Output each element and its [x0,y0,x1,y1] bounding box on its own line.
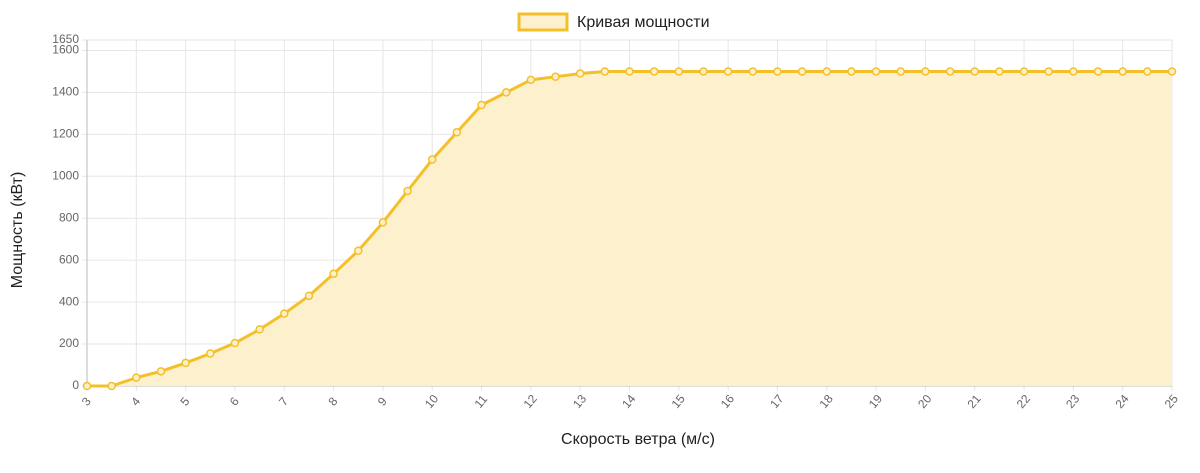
x-tick-label: 20 [915,392,935,411]
legend-swatch [517,12,569,32]
point [255,325,264,334]
point [1069,67,1078,76]
x-tick-label: 14 [619,392,639,411]
point [551,72,560,81]
point [797,67,807,76]
area [87,71,1172,387]
x-tick-label: 23 [1063,392,1083,411]
point [1118,67,1127,76]
point [921,67,930,76]
y-tick-label: 1400 [52,85,79,99]
x-tick-label: 4 [128,394,143,408]
point [871,67,881,76]
y-tick-label: 0 [72,378,79,392]
x-tick-label: 22 [1014,392,1034,411]
point [1044,67,1053,76]
x-tick-label: 3 [79,394,94,408]
point [403,186,412,196]
x-tick-label: 5 [177,394,192,408]
x-tick-label: 21 [964,392,984,411]
point [452,128,462,137]
point [723,67,733,76]
x-tick-label: 9 [375,394,390,408]
x-tick-label: 15 [669,392,689,411]
point [1019,67,1029,76]
y-tick-label: 200 [59,336,79,350]
x-tick-label: 8 [325,394,340,408]
x-tick-label: 24 [1112,392,1132,411]
point [1143,67,1152,76]
point [206,349,215,358]
point [649,67,659,76]
y-tick-label: 1200 [52,127,79,141]
point [575,69,585,78]
point [132,373,141,382]
point [82,381,92,391]
point [995,67,1004,76]
y-tick-label: 800 [59,210,79,224]
point [773,67,782,76]
point [181,358,190,368]
point [674,67,684,76]
point [699,67,708,76]
point [748,67,758,76]
point [847,67,856,76]
point [280,309,289,318]
x-tick-label: 12 [521,392,541,411]
y-axis-title: Мощность (кВт) [9,172,26,289]
point [427,155,437,164]
point [945,67,955,76]
x-tick-label: 13 [570,392,590,411]
y-tick-label: 1000 [52,168,79,182]
point [896,67,905,76]
point [1093,67,1103,76]
point [625,67,634,76]
point [354,246,363,255]
point [600,67,610,76]
x-tick-label: 6 [227,394,242,408]
x-tick-label: 19 [866,392,886,411]
x-tick-label: 11 [472,392,491,411]
point [526,75,536,85]
x-tick-label: 7 [276,394,291,408]
x-tick-label: 16 [718,392,738,411]
x-tick-label: 25 [1162,392,1182,411]
y-tick-label: 1600 [52,43,79,57]
point [156,367,166,376]
y-tick-label: 1650 [52,32,79,46]
point [304,291,314,301]
point [107,381,116,391]
legend-label: Кривая мощности [577,14,710,31]
point [230,338,240,348]
y-tick-label: 600 [59,252,79,266]
point [329,269,338,279]
point [501,88,511,97]
point [378,218,388,227]
x-axis-title: Скорость ветра (м/с) [561,431,715,448]
x-tick-label: 18 [816,392,836,411]
y-tick-label: 400 [59,294,79,308]
point [477,100,486,110]
point [970,67,979,76]
x-tick-label: 10 [422,392,442,411]
point [822,67,832,76]
point [1167,67,1177,76]
x-tick-label: 17 [767,392,787,411]
